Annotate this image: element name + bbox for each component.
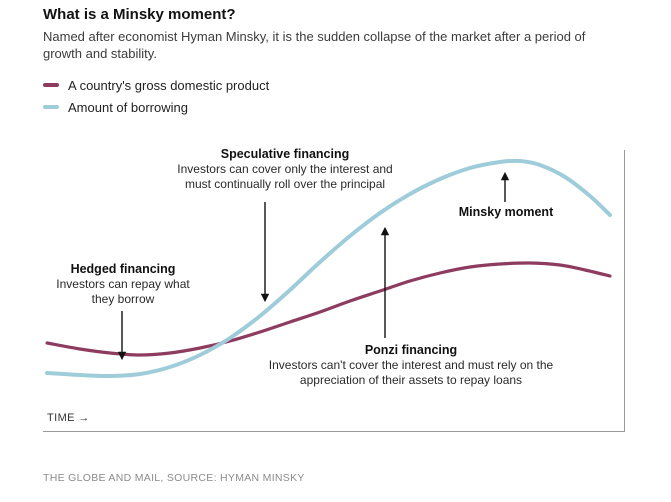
- annotation-ponzi-financing: Ponzi financing Investors can't cover th…: [236, 343, 586, 387]
- legend-label-gdp: A country's gross domestic product: [68, 77, 270, 93]
- gdp-line-swatch: [43, 83, 59, 87]
- source-credit: THE GLOBE AND MAIL, SOURCE: HYMAN MINSKY: [43, 472, 305, 484]
- legend-item-borrowing: Amount of borrowing: [43, 96, 269, 118]
- curve-gdp: [45, 261, 612, 357]
- borrowing-line-swatch: [43, 105, 59, 109]
- annotation-text: Investors can repay what: [56, 277, 190, 291]
- annotation-text: Investors can't cover the interest and m…: [268, 358, 554, 372]
- right-axis-line: [624, 150, 625, 432]
- page-title: What is a Minsky moment?: [43, 6, 236, 23]
- annotation-speculative-financing: Speculative financing Investors can cove…: [151, 147, 419, 191]
- annotation-text: Investors can cover only the interest an…: [177, 162, 393, 176]
- annotation-title: Hedged financing: [70, 262, 176, 276]
- subtitle: Named after economist Hyman Minsky, it i…: [43, 29, 586, 61]
- legend-item-gdp: A country's gross domestic product: [43, 74, 269, 96]
- annotation-title: Speculative financing: [220, 147, 350, 161]
- annotation-text: appreciation of their assets to repay lo…: [299, 372, 523, 387]
- x-axis-label: TIME →: [47, 412, 90, 424]
- annotation-text: they borrow: [91, 291, 155, 306]
- annotation-minsky-moment: Minsky moment: [446, 205, 566, 220]
- annotation-text: must continually roll over the principal: [184, 176, 386, 191]
- curve-borrowing: [45, 158, 612, 379]
- legend: A country's gross domestic product Amoun…: [43, 74, 269, 118]
- annotation-title: Ponzi financing: [364, 343, 458, 357]
- line-chart: [45, 158, 612, 379]
- annotation-title: Minsky moment: [458, 205, 554, 219]
- x-axis-line: [43, 431, 625, 432]
- legend-label-borrowing: Amount of borrowing: [68, 99, 188, 115]
- chart-area: Speculative financing Investors can cove…: [43, 145, 625, 432]
- annotation-hedged-financing: Hedged financing Investors can repay wha…: [43, 262, 203, 306]
